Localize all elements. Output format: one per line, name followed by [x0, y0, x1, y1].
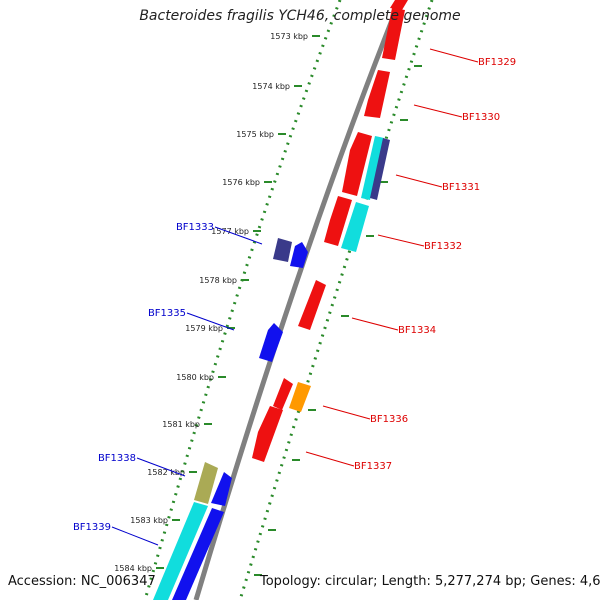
gene-features	[153, 0, 408, 600]
gene-label-bf1335[interactable]: BF1335	[148, 308, 186, 319]
tick-label: 1573 kbp	[270, 32, 308, 41]
gene-bf1331-cyan[interactable]	[361, 136, 384, 200]
tick-label: 1579 kbp	[185, 324, 223, 333]
gene-bf1332-red[interactable]	[324, 196, 352, 246]
tick-label: 1576 kbp	[222, 178, 260, 187]
gene-bf1329-body[interactable]	[382, 8, 405, 60]
gene-bf1336-red[interactable]	[273, 378, 293, 410]
gene-labels: BF1329 BF1330 BF1331 BF1332 BF1333 BF1334 BF13…	[73, 57, 516, 533]
leader-bf1339	[111, 526, 159, 546]
tick-label: 1578 kbp	[199, 276, 237, 285]
leader-bf1330	[413, 104, 463, 118]
gene-label-bf1329[interactable]: BF1329	[478, 57, 516, 68]
gene-bf1336[interactable]	[289, 382, 311, 412]
gene-label-bf1331[interactable]: BF1331	[442, 182, 480, 193]
gene-bf1338[interactable]	[211, 472, 232, 506]
tick-label: 1574 kbp	[252, 82, 290, 91]
gene-bf1338-khaki[interactable]	[194, 462, 218, 504]
genome-title: Bacteroides fragilis YCH46, complete gen…	[139, 8, 461, 24]
tick-label: 1575 kbp	[236, 130, 274, 139]
tick-marks	[156, 35, 422, 576]
gene-bf1339[interactable]	[153, 502, 208, 600]
tick-label: 1584 kbp	[114, 564, 152, 573]
gene-bf1332[interactable]	[341, 202, 369, 252]
tick-label: 1577 kbp	[211, 227, 249, 236]
leader-bf1335	[186, 312, 235, 331]
gene-bf1337[interactable]	[252, 406, 283, 462]
gene-bf1333[interactable]	[290, 242, 308, 268]
leader-bf1337	[305, 451, 355, 467]
gene-label-bf1330[interactable]: BF1330	[462, 112, 500, 123]
gene-bf1330[interactable]	[364, 70, 390, 118]
tick-label: 1581 kbp	[162, 420, 200, 429]
leader-bf1333	[214, 226, 263, 245]
gene-label-bf1339[interactable]: BF1339	[73, 522, 111, 533]
leader-bf1334	[351, 317, 399, 331]
gene-label-bf1334[interactable]: BF1334	[398, 325, 436, 336]
gene-bf1334[interactable]	[298, 280, 326, 330]
leader-bf1332	[377, 234, 425, 247]
leader-bf1329	[429, 48, 479, 63]
topology-text: Topology: circular; Length: 5,277,274 bp…	[260, 574, 600, 589]
genome-backbone	[193, 0, 403, 600]
gene-bf1331[interactable]	[342, 132, 372, 196]
tick-label: 1582 kbp	[147, 468, 185, 477]
gene-label-bf1333[interactable]: BF1333	[176, 222, 214, 233]
leader-bf1336	[322, 405, 371, 420]
tick-labels: 1573 kbp 1574 kbp 1575 kbp 1576 kbp 1577 kbp…	[114, 32, 308, 573]
gene-bf1331-navy[interactable]	[370, 138, 390, 200]
gene-bf1329[interactable]	[390, 0, 408, 10]
accession-text: Accession: NC_006347	[8, 574, 156, 589]
gene-bf1333-navy[interactable]	[273, 238, 292, 262]
gene-label-bf1336[interactable]: BF1336	[370, 414, 408, 425]
label-leaders	[111, 48, 479, 546]
gene-label-bf1338[interactable]: BF1338	[98, 453, 136, 464]
tick-label: 1580 kbp	[176, 373, 214, 382]
gene-label-bf1332[interactable]: BF1332	[424, 241, 462, 252]
gene-bf1339-blue[interactable]	[172, 508, 224, 600]
tick-label: 1583 kbp	[130, 516, 168, 525]
gene-bf1335[interactable]	[259, 323, 283, 362]
leader-bf1331	[395, 174, 443, 188]
gene-label-bf1337[interactable]: BF1337	[354, 461, 392, 472]
leader-bf1338	[136, 457, 186, 477]
